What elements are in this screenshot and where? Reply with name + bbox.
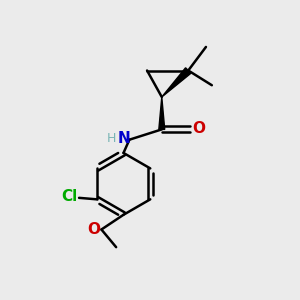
Polygon shape bbox=[162, 68, 191, 97]
Text: O: O bbox=[87, 222, 100, 237]
Text: N: N bbox=[117, 131, 130, 146]
Text: H: H bbox=[107, 132, 116, 145]
Polygon shape bbox=[159, 97, 165, 129]
Text: Cl: Cl bbox=[61, 189, 77, 204]
Text: O: O bbox=[192, 121, 205, 136]
